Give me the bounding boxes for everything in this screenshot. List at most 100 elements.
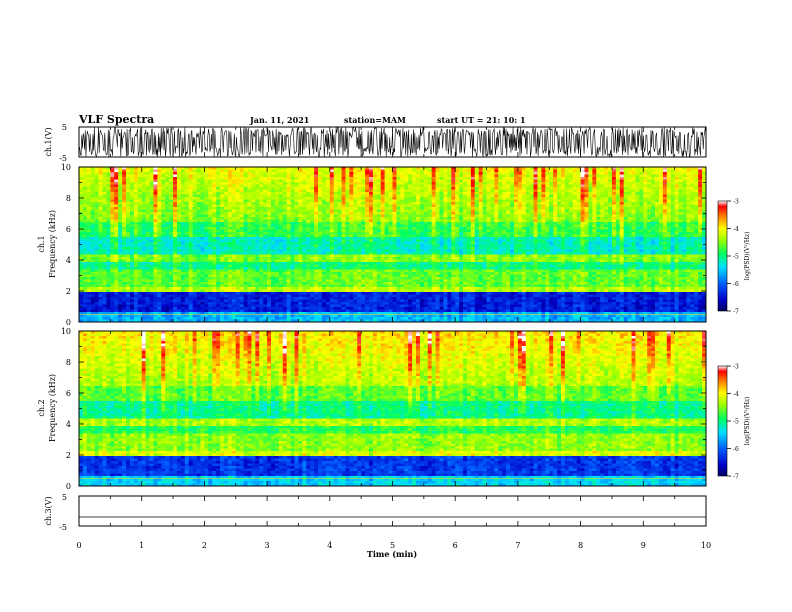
spectrogram-cell <box>286 192 291 195</box>
spectrogram-cell <box>290 202 295 205</box>
spectrogram-cell <box>314 249 319 253</box>
spectrogram-cell <box>235 304 240 308</box>
spectrogram-cell <box>380 179 385 183</box>
spectrogram-cell <box>310 187 315 190</box>
spectrogram-cell <box>223 224 229 228</box>
spectrogram-cell <box>137 264 142 268</box>
spectrogram-cell <box>368 217 374 220</box>
spectrogram-cell <box>153 307 158 310</box>
spectrogram-cell <box>231 167 237 170</box>
spectrogram-cell <box>290 309 295 313</box>
spectrogram-cell <box>204 309 209 313</box>
spectrogram-cell <box>239 194 244 198</box>
spectrogram-cell <box>173 304 178 308</box>
spectrogram-cell <box>145 279 150 283</box>
spectrogram-cell <box>216 202 221 205</box>
spectrogram-cell <box>227 317 233 320</box>
spectrogram-cell <box>341 314 346 318</box>
spectrogram-cell <box>141 304 146 308</box>
spectrogram-cell <box>282 229 287 233</box>
spectrogram-cell <box>114 272 119 275</box>
spectrogram-cell <box>235 209 240 213</box>
spectrogram-cell <box>333 169 338 173</box>
spectrogram-cell <box>368 309 374 313</box>
spectrogram-cell <box>259 289 264 293</box>
spectrogram-cell <box>263 209 268 213</box>
spectrogram-cell <box>239 209 244 213</box>
spectrogram-cell <box>361 319 366 323</box>
spectrogram-cell <box>298 167 303 170</box>
spectrogram-cell <box>376 174 382 178</box>
spectrogram-cell <box>176 197 182 200</box>
spectrogram-cell <box>122 254 127 258</box>
spectrogram-cell <box>129 312 135 315</box>
spectrogram-cell <box>86 229 92 233</box>
spectrogram-cell <box>349 179 354 183</box>
spectrogram-cell <box>82 272 88 275</box>
spectrogram-cell <box>192 249 197 253</box>
spectrogram-cell <box>216 317 221 320</box>
spectrogram-cell <box>180 174 186 178</box>
spectrogram-cell <box>145 294 150 298</box>
spectrogram-cell <box>247 304 252 308</box>
spectrogram-cell <box>380 252 385 255</box>
spectrogram-cell <box>286 189 291 193</box>
spectrogram-cell <box>79 287 84 290</box>
spectrogram-cell <box>337 189 342 193</box>
spectrogram-cell <box>98 212 103 215</box>
spectrogram-cell <box>243 319 248 323</box>
spectrogram-cell <box>380 189 385 193</box>
spectrogram-cell <box>212 244 217 248</box>
spectrogram-cell <box>243 229 248 233</box>
spectrogram-cell <box>169 182 174 185</box>
spectrogram-cell <box>110 282 115 285</box>
spectrogram-cell <box>368 264 374 268</box>
spectrogram-cell <box>192 262 197 265</box>
spectrogram-cell <box>263 262 268 265</box>
spectrogram-cell <box>188 217 193 220</box>
spectrogram-cell <box>102 169 107 173</box>
spectrogram-cell <box>79 207 84 210</box>
spectrogram-cell <box>243 187 248 190</box>
spectrogram-cell <box>318 234 323 238</box>
spectrogram-cell <box>137 227 142 230</box>
spectrogram-cell <box>184 277 190 280</box>
spectrogram-cell <box>290 177 295 180</box>
spectrogram-cell <box>306 299 311 303</box>
spectrogram-cell <box>165 244 170 248</box>
spectrogram-cell <box>298 194 303 198</box>
spectrogram-cell <box>290 282 295 285</box>
spectrogram-cell <box>349 239 354 243</box>
spectrogram-cell <box>114 309 119 313</box>
spectrogram-cell <box>361 174 366 178</box>
spectrogram-cell <box>282 202 287 205</box>
spectrogram-cell <box>271 182 276 185</box>
spectrogram-cell <box>122 209 127 213</box>
spectrogram-cell <box>255 277 260 280</box>
spectrogram-cell <box>298 234 303 238</box>
spectrogram-cell <box>149 277 154 280</box>
spectrogram-cell <box>306 242 311 245</box>
spectrogram-cell <box>302 182 307 185</box>
spectrogram-cell <box>314 282 319 285</box>
spectrogram-cell <box>306 257 311 260</box>
spectrogram-cell <box>294 209 299 213</box>
spectrogram-cell <box>314 284 319 288</box>
spectrogram-cell <box>368 234 374 238</box>
spectrogram-cell <box>90 239 95 243</box>
spectrogram-cell <box>173 274 178 278</box>
spectrogram-cell <box>114 269 119 273</box>
spectrogram-cell <box>290 237 295 240</box>
spectrogram-cell <box>200 294 205 298</box>
spectrogram-cell <box>372 249 378 253</box>
spectrogram-cell <box>372 252 378 255</box>
spectrogram-cell <box>231 177 237 180</box>
spectrogram-cell <box>94 197 99 200</box>
spectrogram-cell <box>165 219 170 223</box>
spectrogram-cell <box>337 222 342 225</box>
spectrogram-cell <box>259 219 264 223</box>
spectrogram-cell <box>290 289 295 293</box>
spectrogram-cell <box>204 282 209 285</box>
spectrogram-cell <box>376 227 382 230</box>
spectrogram-cell <box>137 289 142 293</box>
